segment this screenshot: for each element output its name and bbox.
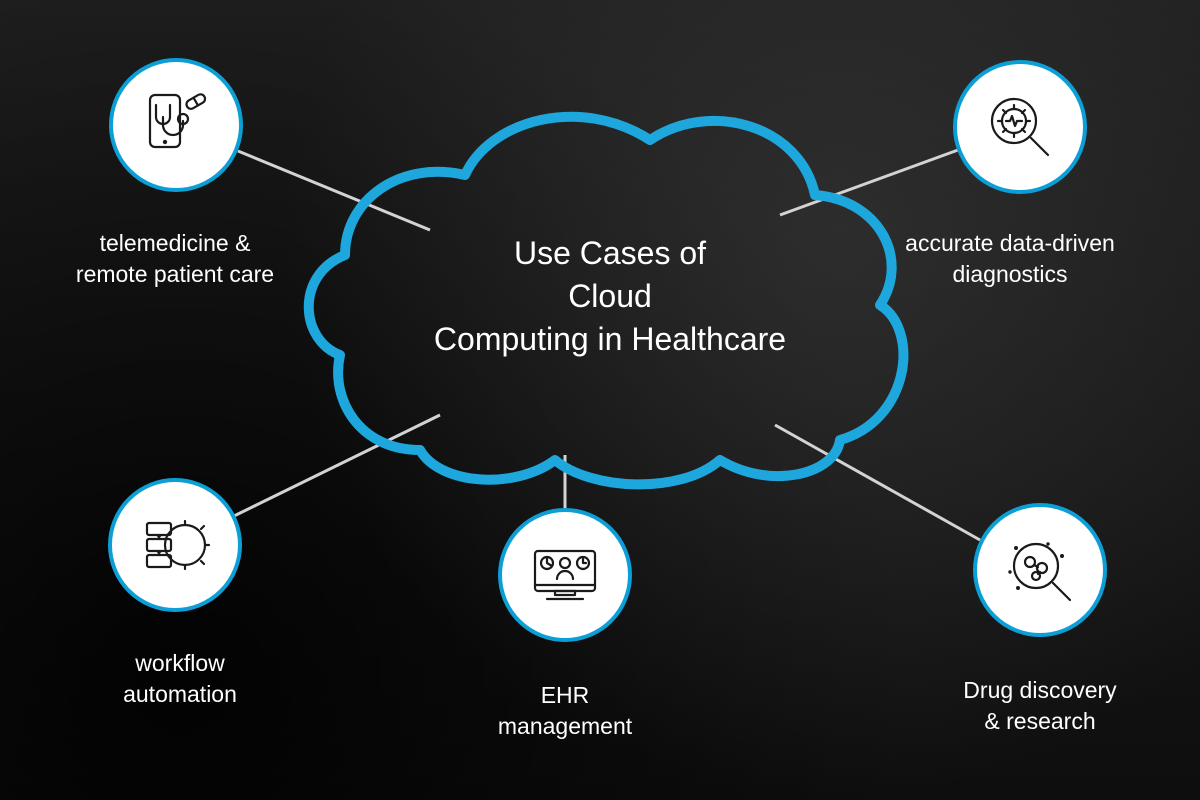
label-ehr: EHR management bbox=[415, 680, 715, 742]
label-diagnostics: accurate data-driven diagnostics bbox=[860, 228, 1160, 290]
label-drug: Drug discovery & research bbox=[890, 675, 1190, 737]
label-workflow: workflow automation bbox=[30, 648, 330, 710]
infographic-canvas: Use Cases of Cloud Computing in Healthca… bbox=[0, 0, 1200, 800]
label-telemedicine: telemedicine & remote patient care bbox=[25, 228, 325, 290]
labels-layer: telemedicine & remote patient care accura… bbox=[0, 0, 1200, 800]
